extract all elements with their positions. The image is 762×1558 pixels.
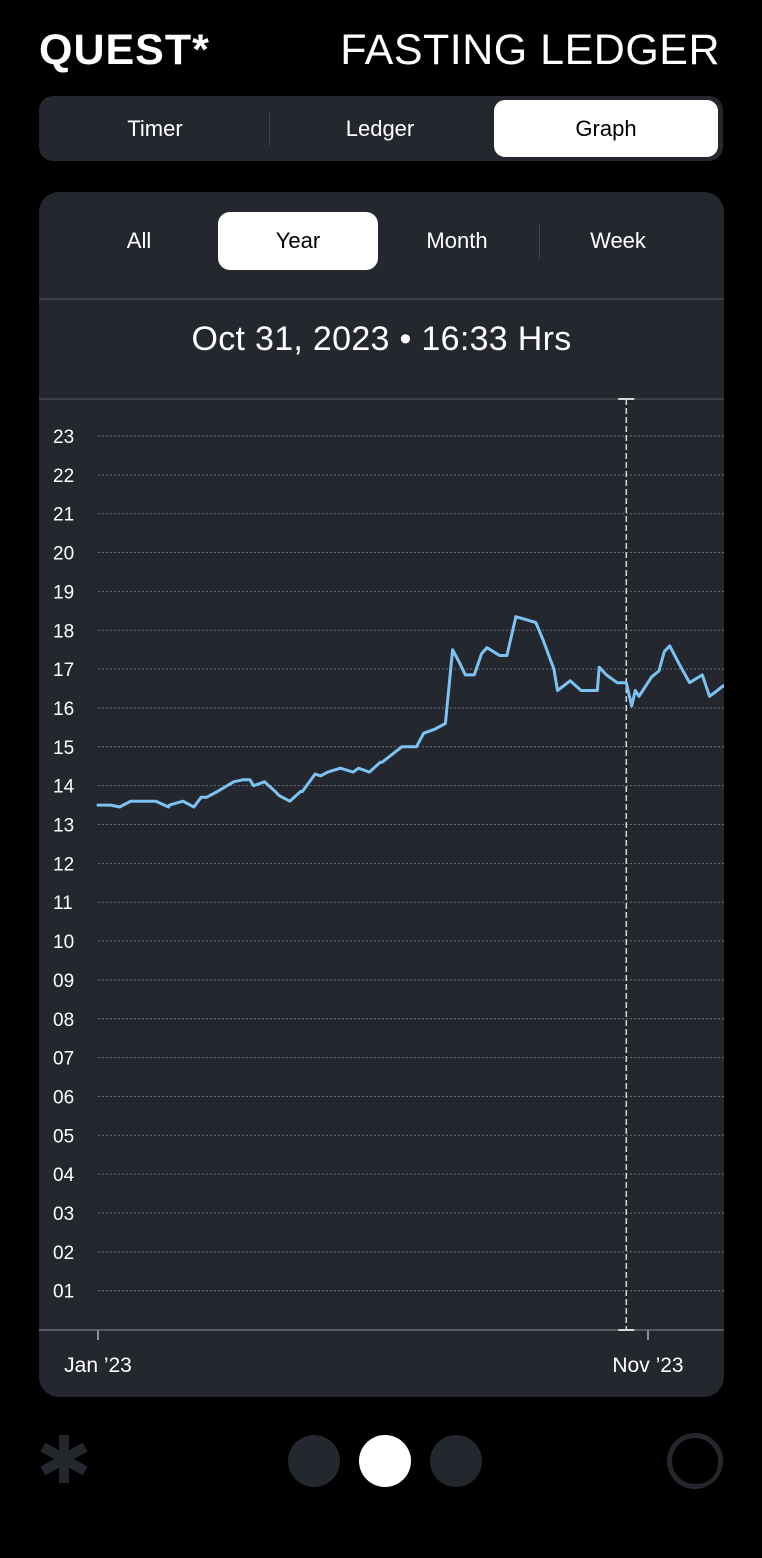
- divider: [39, 298, 724, 300]
- y-tick-label: 22: [53, 466, 74, 487]
- main-tab-bar: Timer Ledger Graph: [39, 96, 723, 161]
- y-tick-label: 14: [53, 777, 75, 798]
- y-tick-label: 01: [53, 1282, 74, 1303]
- fasting-line-chart[interactable]: 23 22 21 20 19 18 17 16 15 14 13 12 11 10 09 08 07 06 05 04…: [39, 192, 724, 1397]
- y-tick-label: 21: [53, 505, 74, 526]
- y-tick-label: 19: [53, 582, 74, 603]
- y-tick-label: 17: [53, 660, 74, 681]
- y-tick-label: 06: [53, 1087, 74, 1108]
- x-tick-label: Jan ’23: [64, 1354, 132, 1377]
- y-tick-label: 09: [53, 971, 74, 992]
- page-dot-1[interactable]: [288, 1435, 340, 1487]
- range-year-button[interactable]: Year: [218, 212, 378, 270]
- record-circle-icon[interactable]: [667, 1433, 723, 1489]
- y-tick-label: 08: [53, 1010, 74, 1031]
- y-tick-label: 23: [53, 427, 74, 448]
- app-title: FASTING LEDGER: [340, 26, 720, 74]
- app-logo: QUEST*: [39, 26, 210, 74]
- range-month-button[interactable]: Month: [426, 228, 488, 253]
- range-divider: [539, 224, 540, 260]
- tab-divider: [269, 112, 270, 146]
- range-week-button[interactable]: Week: [590, 228, 646, 253]
- tab-ledger[interactable]: Ledger: [345, 115, 415, 141]
- y-tick-label: 03: [53, 1204, 74, 1225]
- y-tick-label: 18: [53, 621, 74, 642]
- y-tick-label: 20: [53, 544, 74, 565]
- y-tick-label: 05: [53, 1126, 74, 1147]
- app-header: QUEST* FASTING LEDGER: [0, 0, 762, 96]
- y-tick-label: 10: [53, 932, 74, 953]
- series-line: [96, 615, 724, 809]
- graph-card: All Year Month Week Oct 31, 2023 • 16:33…: [39, 192, 724, 1397]
- tab-timer[interactable]: Timer: [127, 115, 183, 141]
- range-all-button[interactable]: All: [126, 228, 152, 253]
- tab-graph[interactable]: Graph: [494, 100, 718, 157]
- y-tick-label: 12: [53, 854, 74, 875]
- x-tick-label: Nov ’23: [612, 1354, 683, 1377]
- divider: [39, 398, 724, 400]
- page-dot-3[interactable]: [430, 1435, 482, 1487]
- y-tick-label: 02: [53, 1243, 74, 1264]
- y-tick-label: 15: [53, 738, 74, 759]
- y-tick-label: 13: [53, 816, 74, 837]
- asterisk-icon[interactable]: [37, 1432, 91, 1486]
- y-tick-label: 04: [53, 1165, 75, 1186]
- selected-readout: Oct 31, 2023 • 16:33 Hrs: [191, 320, 572, 358]
- page-dot-2[interactable]: [359, 1435, 411, 1487]
- y-tick-label: 16: [53, 699, 74, 720]
- y-tick-label: 11: [53, 893, 73, 914]
- y-tick-label: 07: [53, 1049, 74, 1070]
